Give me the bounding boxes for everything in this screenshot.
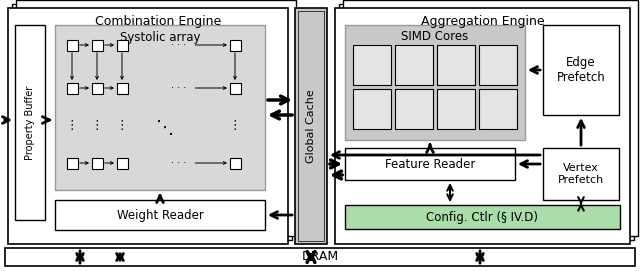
Bar: [230, 40, 241, 51]
Text: Weight Reader: Weight Reader: [116, 208, 204, 221]
Text: · · ·: · · ·: [171, 40, 186, 50]
Text: SIMD Cores: SIMD Cores: [401, 30, 468, 43]
Bar: [12, 4, 292, 240]
Bar: [345, 148, 515, 180]
Bar: [437, 89, 475, 129]
Bar: [543, 25, 619, 115]
Text: ⋮: ⋮: [228, 118, 241, 131]
Bar: [92, 83, 103, 94]
Text: Feature Reader: Feature Reader: [385, 157, 475, 170]
Text: ⋮: ⋮: [116, 118, 128, 131]
Text: Combination Engine: Combination Engine: [95, 15, 221, 28]
Bar: [117, 40, 128, 51]
Bar: [395, 89, 433, 129]
Bar: [353, 89, 391, 129]
Bar: [335, 8, 630, 244]
Bar: [92, 158, 103, 169]
Bar: [16, 0, 296, 236]
Bar: [8, 8, 288, 244]
Bar: [15, 25, 45, 220]
Bar: [117, 158, 128, 169]
Bar: [5, 248, 635, 266]
Text: Aggregation Engine: Aggregation Engine: [420, 15, 544, 28]
Bar: [437, 45, 475, 85]
Bar: [345, 205, 620, 229]
Text: Config. Ctlr (§ IV.D): Config. Ctlr (§ IV.D): [426, 211, 538, 224]
Text: · · ·: · · ·: [171, 158, 186, 168]
Bar: [479, 89, 517, 129]
Text: ⋱: ⋱: [156, 119, 174, 137]
Text: ⋮: ⋮: [66, 118, 78, 131]
Bar: [67, 40, 78, 51]
Bar: [230, 83, 241, 94]
Bar: [339, 4, 634, 240]
Text: Global Cache: Global Cache: [306, 89, 316, 163]
Text: Property Buffer: Property Buffer: [25, 85, 35, 160]
Bar: [67, 83, 78, 94]
Bar: [345, 25, 525, 140]
Bar: [479, 45, 517, 85]
Text: Edge
Prefetch: Edge Prefetch: [557, 56, 605, 84]
Text: Systolic array: Systolic array: [120, 31, 200, 44]
Bar: [67, 158, 78, 169]
Bar: [230, 158, 241, 169]
Text: DRAM: DRAM: [301, 250, 339, 263]
Bar: [343, 0, 638, 236]
Bar: [117, 83, 128, 94]
Bar: [92, 40, 103, 51]
Bar: [298, 11, 324, 241]
Text: · · ·: · · ·: [171, 83, 186, 93]
Bar: [543, 148, 619, 200]
Bar: [395, 45, 433, 85]
Bar: [55, 200, 265, 230]
Bar: [353, 45, 391, 85]
Text: ⋮: ⋮: [91, 118, 103, 131]
Bar: [55, 25, 265, 190]
Text: Vertex
Prefetch: Vertex Prefetch: [558, 163, 604, 185]
Bar: [295, 8, 327, 244]
